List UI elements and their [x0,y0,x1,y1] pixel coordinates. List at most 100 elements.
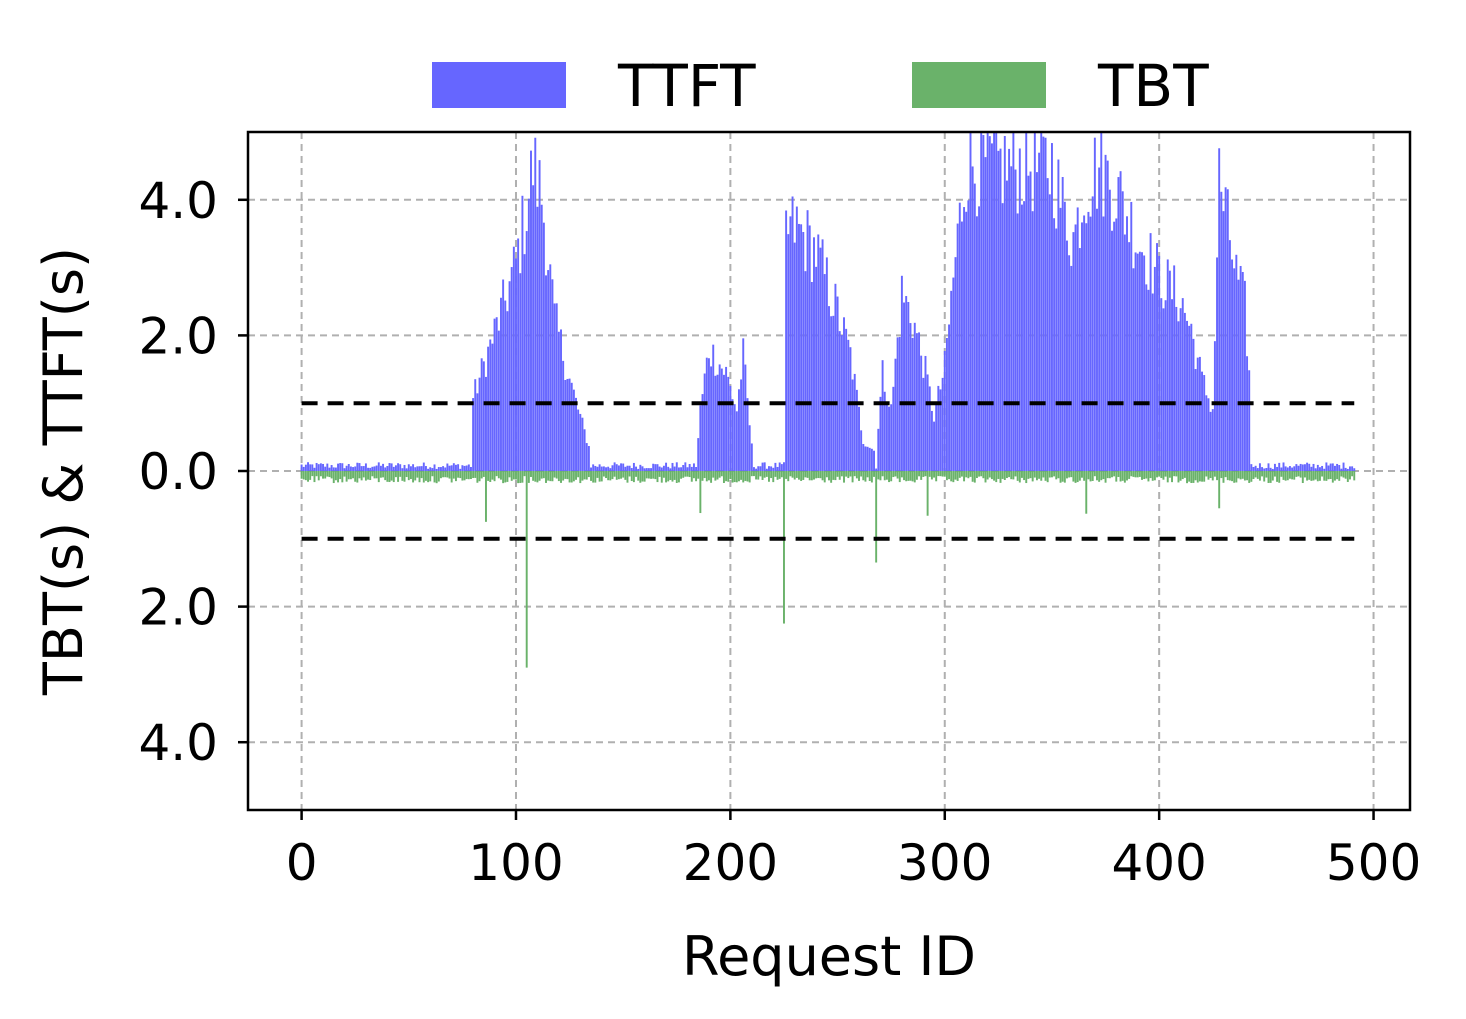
tbt-bar [993,471,996,481]
tbt-bar [322,471,325,479]
tbt-bar [684,471,687,477]
ttft-bar [1299,463,1302,471]
ttft-bar [1143,255,1146,471]
tbt-bar [1033,471,1036,478]
tbt-bar [512,471,515,480]
ttft-bar [735,411,738,471]
tbt-bar [935,471,938,482]
ttft-bar [926,374,929,471]
ttft-bar [725,366,728,471]
tbt-bar [714,471,717,481]
ttft-bar [802,232,805,471]
ttft-bar [881,360,884,471]
ttft-bar [742,338,745,471]
tbt-bar [324,471,327,479]
tbt-bar [697,471,700,479]
ttft-bar [1012,132,1015,471]
ttft-bar [407,464,410,471]
tbt-bar [1158,471,1161,477]
tbt-bar [1119,471,1122,482]
ttft-bar [523,254,526,471]
ttft-bar [1117,177,1120,472]
ttft-bar [592,464,595,471]
ttft-bar [909,323,912,471]
ttft-bar [783,462,785,471]
ttft-bar [894,358,897,471]
tbt-bar [1250,471,1253,482]
tbt-bar [414,471,417,481]
ttft-bar [1291,467,1294,471]
tbt-bar [911,471,914,482]
ttft-bar [1336,463,1339,471]
tbt-bar [587,471,590,478]
ttft-bar [1254,465,1257,471]
ttft-bar [967,200,970,471]
ttft-bar [943,350,946,471]
ttft-bar [1053,218,1056,471]
tbt-bar [1076,471,1079,483]
ttft-bar [920,355,923,471]
ttft-bar [813,237,815,471]
ttft-bar [487,346,490,471]
ttft-bar [1020,204,1023,471]
ttft-bar [1156,243,1158,471]
ttft-bar [630,468,633,471]
ttft-bar [1096,208,1098,471]
tbt-bar [1126,471,1128,481]
tbt-bar [1025,471,1028,484]
ttft-bar [349,466,352,471]
ttft-bar [890,404,893,471]
tbt-bar [1218,471,1221,509]
ttft-bar [605,467,607,471]
ttft-bar [512,246,515,471]
tbt-bar [825,471,828,478]
tbt-bar [590,471,592,481]
tbt-bar [500,471,502,480]
ttft-bar [1106,160,1109,472]
tbt-bar [1164,471,1167,477]
y-axis-label: TBT(s) & TTFT(s) [32,247,95,696]
ttft-bar [1100,132,1103,471]
ttft-bar [379,465,382,471]
tbt-bar [1314,471,1317,480]
ttft-bar [485,376,487,471]
ttft-bar [337,463,340,471]
tbt-bar [572,471,575,482]
tbt-bar [1183,471,1186,478]
ttft-bar [682,465,685,471]
ttft-bar [527,198,530,471]
ttft-bar [583,429,586,471]
y-tick-label: 2.0 [138,307,218,365]
ttft-bar [806,210,809,471]
ttft-bar [928,386,931,471]
ttft-bar [1147,289,1150,471]
tbt-bar [930,471,933,480]
tbt-bar [615,471,618,480]
ttft-bar [613,462,616,471]
ttft-bar [1237,279,1240,471]
tbt-bar [1087,471,1090,480]
ttft-bar [590,467,592,471]
ttft-bar [1035,172,1038,471]
tbt-bar [439,471,442,479]
tbt-bar [399,471,402,477]
tbt-bar [1160,471,1163,479]
ttft-bar [1190,323,1193,471]
ttft-bar [624,466,627,471]
tbt-bar [379,471,382,478]
ttft-bar [993,132,996,471]
ttft-bar [907,302,910,471]
tbt-bar [581,471,584,481]
tbt-bar [671,471,674,482]
ttft-bar [1235,254,1238,471]
tbt-bar [1038,471,1041,479]
ttft-bar [532,185,535,471]
tbt-bar [733,471,736,483]
ttft-bar [669,468,672,471]
ttft-bar [587,446,590,471]
ttft-bar [557,331,560,471]
tbt-bar [791,471,794,478]
tbt-bar [568,471,571,483]
tbt-bar [1267,471,1270,483]
